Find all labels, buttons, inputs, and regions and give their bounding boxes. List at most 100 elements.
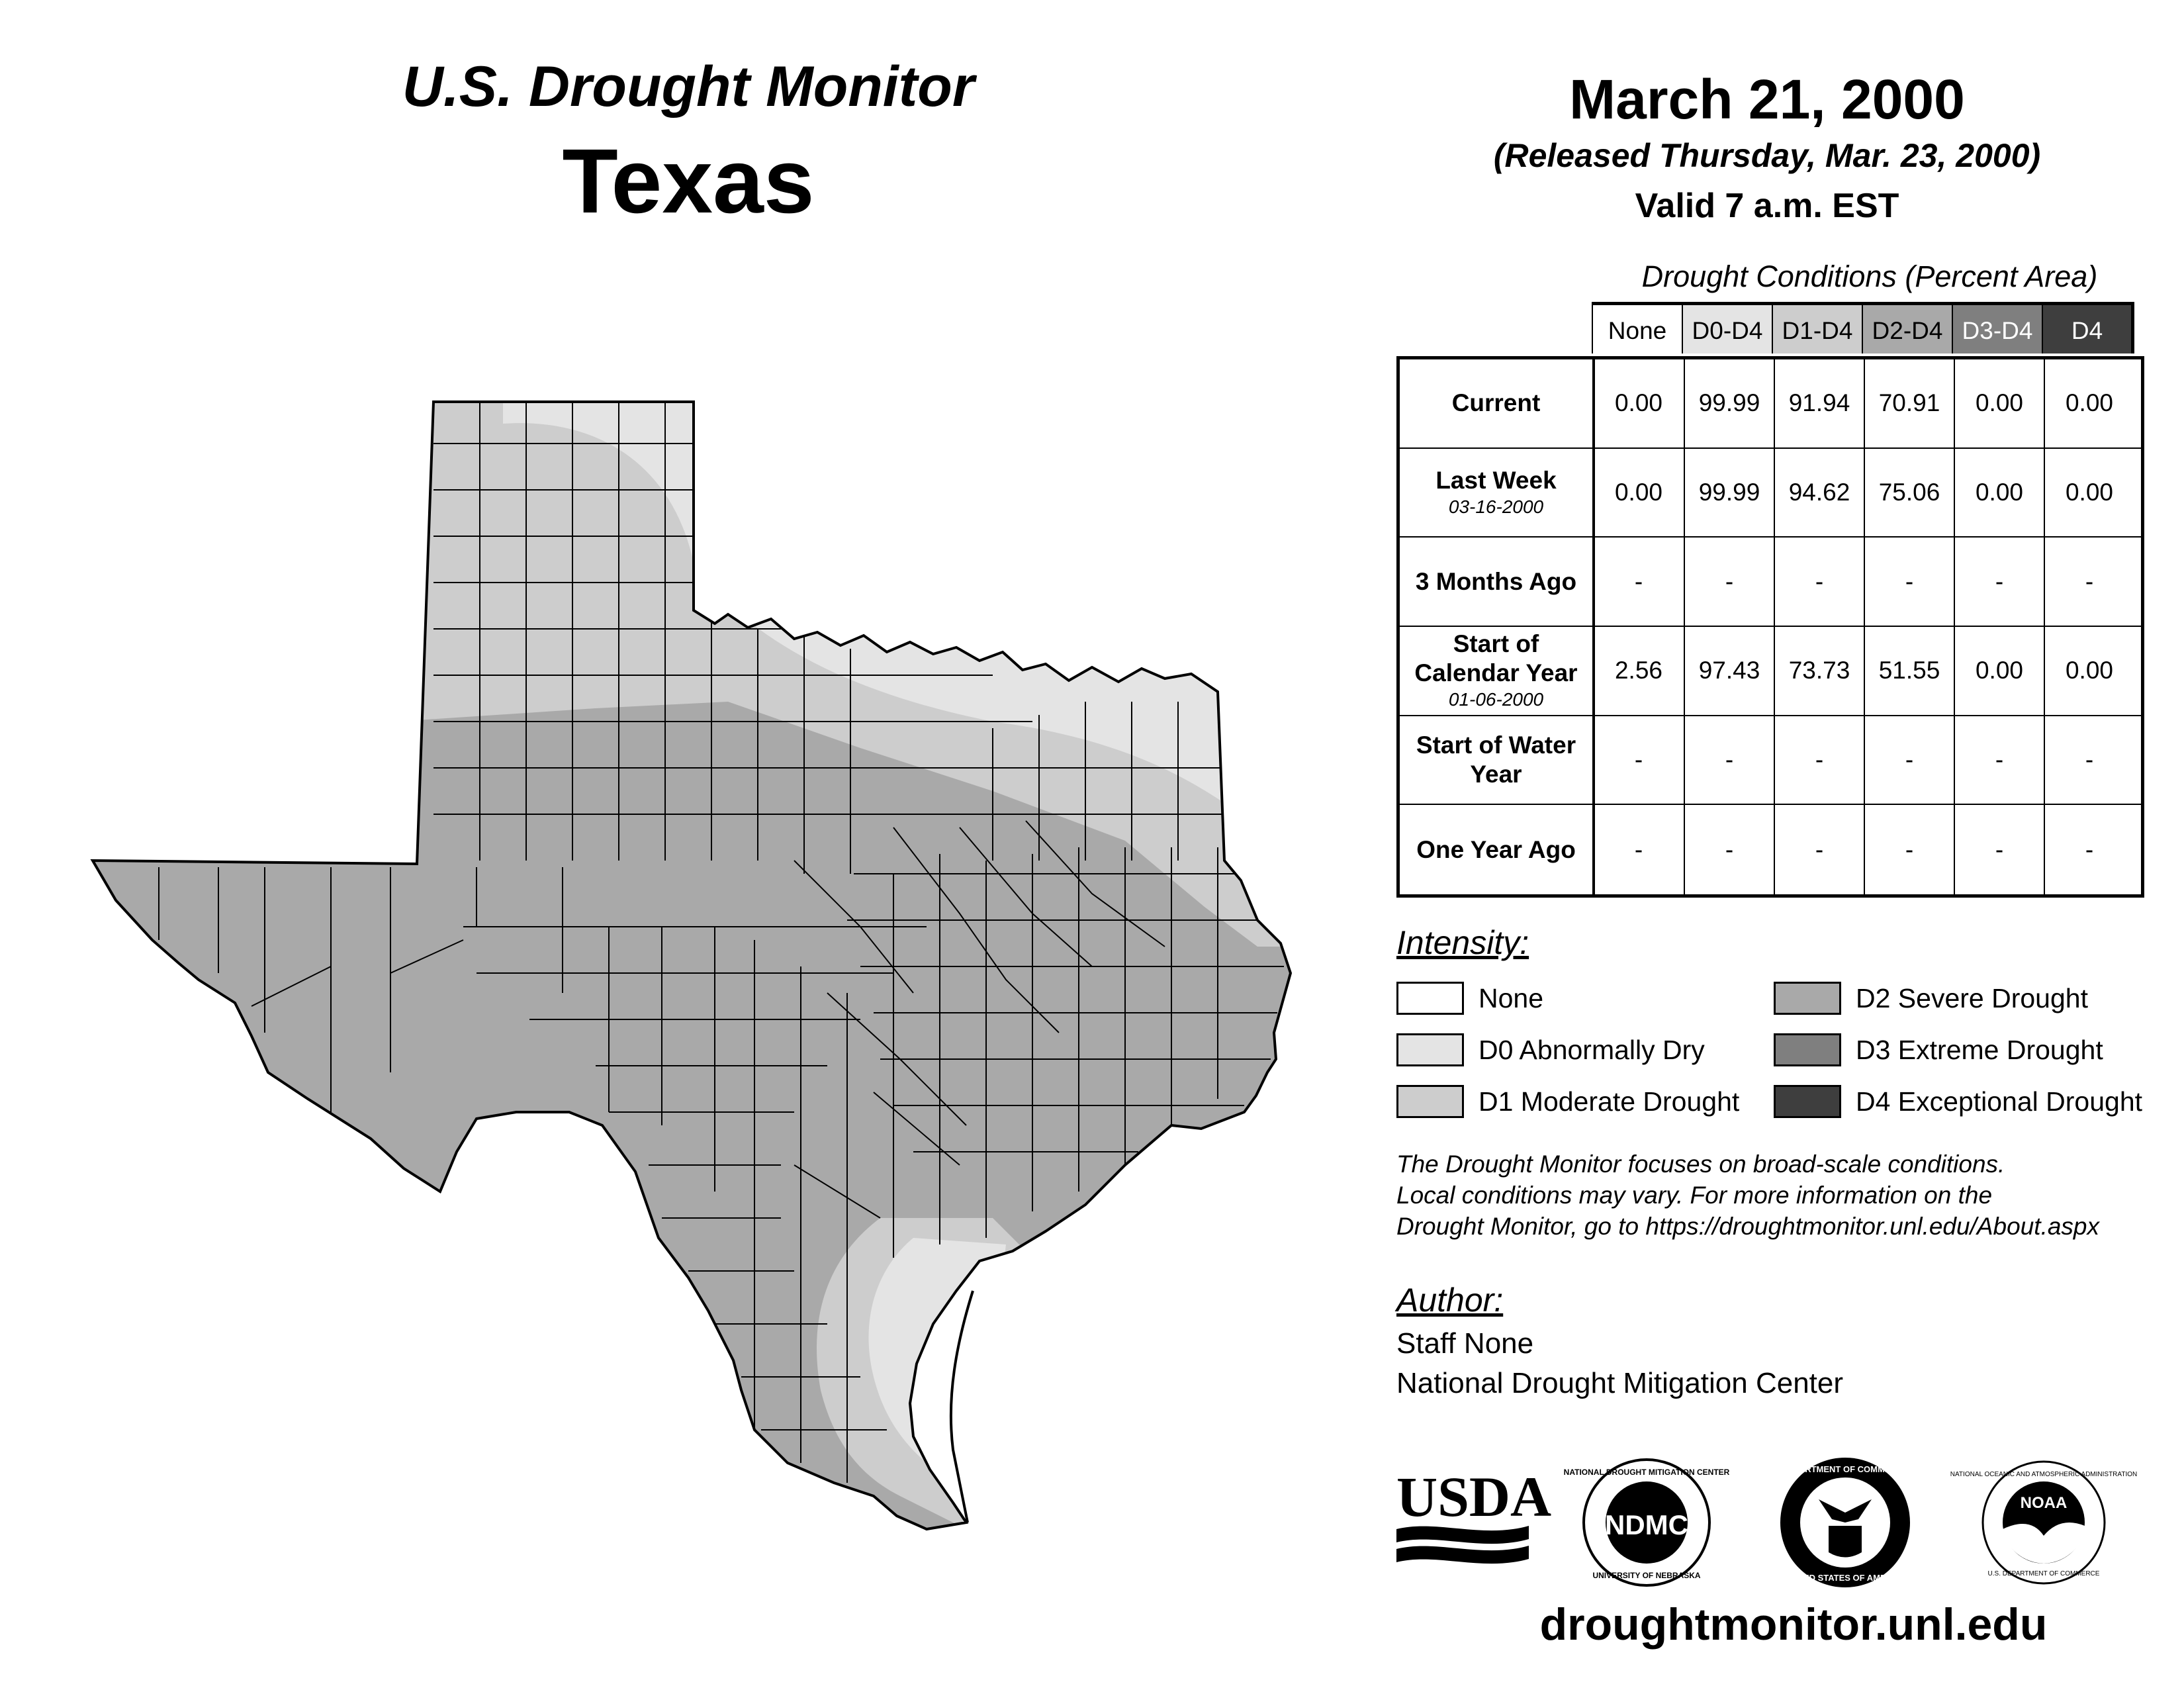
table-cell: - [1864,716,1954,804]
row-label: Current [1400,359,1595,447]
author-title: Author: [1396,1282,1504,1319]
partner-logos: USDA NDMC NATIONAL DROUGHT MITIGATION CE… [1396,1458,2137,1587]
table-header-d1-d4: D1-D4 [1772,302,1862,353]
table-cell: 2.56 [1614,657,1662,684]
barrier-islands [949,1290,974,1523]
table-header-none: None [1592,302,1682,353]
table-cell: 0.00 [1954,448,2044,537]
intensity-title: Intensity: [1396,924,1529,961]
table-cell: - [1864,805,1954,894]
row-label-text: Current [1451,389,1541,417]
legend-swatch [1396,1085,1464,1118]
note-line-1: The Drought Monitor focuses on broad-sca… [1396,1150,2005,1178]
legend-swatch [1396,1033,1464,1066]
doc-ring-bottom-text: UNITED STATES OF AMERICA [1784,1573,1907,1583]
table-cell: - [2044,805,2134,894]
row-label-text: Start of Water Year [1416,731,1576,788]
legend-label: D1 Moderate Drought [1479,1086,1740,1117]
legend-label: None [1479,982,1544,1013]
table-cell: - [1684,716,1774,804]
legend-label: D0 Abnormally Dry [1479,1034,1705,1065]
drought-conditions-table: None D0-D4 D1-D4 D2-D4 D3-D4 D4 Current 0.00 99… [1396,302,2144,901]
table-caption: Drought Conditions (Percent Area) [1641,259,2098,293]
valid-time: Valid 7 a.m. EST [1635,187,1899,225]
map-date: March 21, 2000 [1569,68,1965,130]
legend-swatch [1774,1085,1841,1118]
noaa-ring-bottom-text: U.S. DEPARTMENT OF COMMERCE [1988,1570,2100,1577]
ndmc-logo-text: NDMC [1605,1509,1688,1540]
table-cell: 99.99 [1684,448,1774,537]
legend-swatch [1774,1033,1841,1066]
table-cell: 75.06 [1864,448,1954,537]
legend-item: D0 Abnormally Dry [1396,1031,1739,1068]
table-row: Start of Water Year - - - - - - [1400,716,2141,806]
table-cell: 0.00 [2044,359,2134,447]
noaa-logo-text: NOAA [2021,1494,2068,1512]
map-title: U.S. Drought Monitor [402,55,975,118]
release-date: (Released Thursday, Mar. 23, 2000) [1493,137,2041,174]
table-cell: 97.43 [1684,627,1774,715]
table-cell: 0.00 [1954,627,2044,715]
legend-item: D1 Moderate Drought [1396,1083,1739,1120]
table-row: Last Week 03-16-2000 0.00 99.99 94.62 75.06 0.… [1400,448,2141,538]
legend-swatch [1396,982,1464,1015]
legend-item: None [1396,980,1739,1017]
ndmc-ring-top-text: NATIONAL DROUGHT MITIGATION CENTER [1564,1468,1730,1477]
note-line-2: Local conditions may vary. For more info… [1396,1182,1993,1209]
legend-item: D4 Exceptional Drought [1774,1083,2142,1120]
row-label: Start of Water Year [1400,716,1595,804]
table-cell: 0.00 [2044,448,2134,537]
table-cell: - [2044,716,2134,804]
table-cell: - [1634,835,1643,863]
county-boundaries [158,402,1284,1483]
table-cell: 73.73 [1774,627,1864,715]
legend-item: D3 Extreme Drought [1774,1031,2142,1068]
row-label-text: Start of Calendar Year [1414,630,1578,687]
table-header-d3-d4: D3-D4 [1952,302,2042,353]
legend-item: D2 Severe Drought [1774,980,2142,1017]
row-label: Start of Calendar Year 01-06-2000 [1400,627,1595,715]
usda-logo-text: USDA [1396,1465,1551,1528]
author-org: National Drought Mitigation Center [1396,1367,1844,1399]
doc-ring-top-text: DEPARTMENT OF COMMERCE [1782,1464,1909,1474]
table-cell: 70.91 [1864,359,1954,447]
table-cell: - [1634,745,1643,773]
table-row: Current 0.00 99.99 91.94 70.91 0.00 0.00 [1400,359,2141,449]
row-label-date: 01-06-2000 [1448,689,1544,710]
row-label-text: Last Week [1435,466,1557,494]
row-label-text: One Year Ago [1416,835,1576,863]
table-cell: - [1954,805,2044,894]
table-cell: 91.94 [1774,359,1864,447]
legend-label: D2 Severe Drought [1856,982,2088,1013]
ndmc-ring-bottom-text: UNIVERSITY OF NEBRASKA [1592,1571,1700,1580]
table-cell: 0.00 [1614,389,1662,417]
row-label-text: 3 Months Ago [1415,567,1577,595]
ndmc-logo: NDMC NATIONAL DROUGHT MITIGATION CENTER … [1564,1458,1730,1587]
table-cell: 99.99 [1684,359,1774,447]
table-cell: - [1774,805,1864,894]
texas-drought-map [91,400,1292,1530]
table-cell: - [1774,716,1864,804]
website-link[interactable]: droughtmonitor.unl.edu [1539,1599,2048,1650]
table-cell: 51.55 [1864,627,1954,715]
noaa-logo: NOAA NATIONAL OCEANIC AND ATMOSPHERIC AD… [1950,1460,2137,1585]
note-line-3: Drought Monitor, go to https://droughtmo… [1396,1213,2099,1240]
table-row: One Year Ago - - - - - - [1400,805,2141,894]
row-label-date: 03-16-2000 [1448,496,1544,517]
table-cell: - [1954,538,2044,626]
table-cell: 0.00 [1954,359,2044,447]
disclaimer-note: The Drought Monitor focuses on broad-sca… [1396,1149,2177,1242]
table-row: Start of Calendar Year 01-06-2000 2.56 97.4… [1400,627,2141,716]
table-row: 3 Months Ago - - - - - - [1400,538,2141,627]
doc-seal-logo: DEPARTMENT OF COMMERCE UNITED STATES OF … [1780,1458,1910,1587]
table-cell: - [1954,716,2044,804]
table-header-d4: D4 [2042,302,2134,353]
author-name: Staff None [1396,1327,1534,1360]
row-label: 3 Months Ago [1400,538,1595,626]
table-cell: 0.00 [1614,478,1662,506]
legend-label: D3 Extreme Drought [1856,1034,2103,1065]
usda-logo: USDA [1396,1465,1551,1564]
table-cell: - [1684,538,1774,626]
table-header-d0-d4: D0-D4 [1682,302,1772,353]
row-label: Last Week 03-16-2000 [1400,448,1595,537]
